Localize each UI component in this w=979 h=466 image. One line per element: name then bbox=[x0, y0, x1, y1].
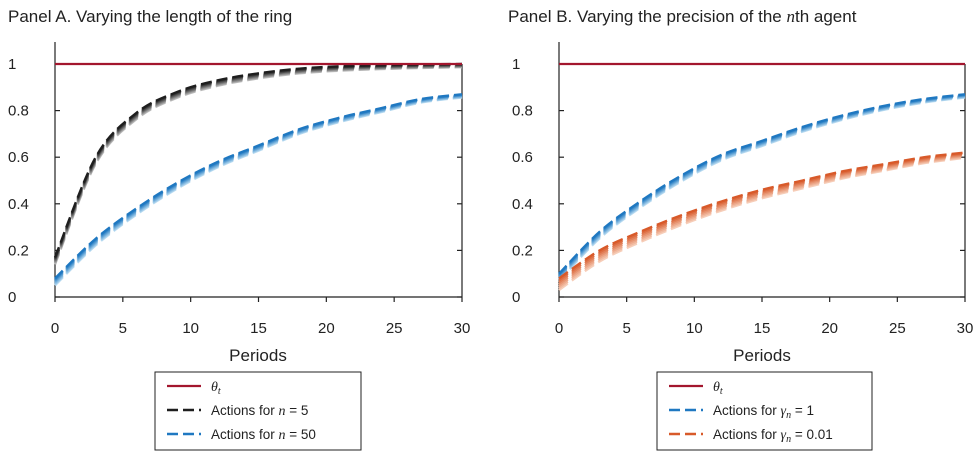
legend-math: n bbox=[279, 404, 286, 419]
y-tick-label: 0.4 bbox=[8, 196, 29, 213]
legend-label: Actions for γn = 1 bbox=[713, 403, 814, 421]
series-line bbox=[53, 62, 463, 258]
x-tick-label: 10 bbox=[182, 320, 199, 337]
x-tick-label: 15 bbox=[250, 320, 267, 337]
x-tick-label: 25 bbox=[386, 320, 403, 337]
x-tick-label: 30 bbox=[957, 320, 974, 337]
x-tick-label: 15 bbox=[754, 320, 771, 337]
x-tick-label: 30 bbox=[454, 320, 471, 337]
panel-b-x-axis-label: Periods bbox=[733, 346, 791, 365]
x-tick-label: 25 bbox=[889, 320, 906, 337]
panel-b: Panel B. Varying the precision of the nt… bbox=[508, 7, 973, 451]
x-tick-label: 20 bbox=[821, 320, 838, 337]
legend-math: n bbox=[279, 428, 286, 443]
x-tick-label: 20 bbox=[318, 320, 335, 337]
series-2 bbox=[53, 62, 463, 265]
legend-label: θt bbox=[211, 380, 221, 397]
series-line bbox=[54, 93, 463, 281]
panel-a-plot-area: 00.20.40.60.810 5 10 15 20 25 30 bbox=[8, 42, 470, 337]
series-line bbox=[53, 64, 463, 263]
y-tick-label: 0.2 bbox=[512, 242, 533, 259]
y-tick-label: 0.8 bbox=[8, 103, 29, 120]
series-line bbox=[54, 95, 463, 284]
legend-text: Actions for bbox=[713, 403, 781, 418]
legend-label: θt bbox=[713, 380, 723, 397]
y-tick-label: 0 bbox=[512, 289, 520, 306]
y-tick-label: 1 bbox=[512, 56, 520, 73]
y-tick-label: 0.6 bbox=[8, 149, 29, 166]
series-line bbox=[53, 65, 463, 265]
series-line bbox=[558, 96, 966, 282]
series-line bbox=[558, 151, 966, 280]
y-tick-label: 1 bbox=[8, 56, 16, 73]
y-tick-label: 0.4 bbox=[512, 196, 533, 213]
legend-subscript: n bbox=[786, 434, 791, 445]
y-tick-label: 0.8 bbox=[512, 103, 533, 120]
series-3 bbox=[558, 151, 966, 291]
panel-b-title: Panel B. Varying the precision of the nt… bbox=[508, 7, 857, 26]
series-line bbox=[54, 93, 463, 280]
series-3 bbox=[54, 93, 463, 287]
legend-rest: = 1 bbox=[791, 403, 814, 418]
legend-math: γ bbox=[781, 404, 787, 419]
legend-subscript: t bbox=[218, 386, 221, 397]
x-tick-label: 0 bbox=[51, 320, 59, 337]
legend-text: Actions for bbox=[211, 427, 279, 442]
series-line bbox=[54, 96, 463, 287]
legend-subscript: n bbox=[786, 410, 791, 421]
x-tick-label: 5 bbox=[119, 320, 127, 337]
legend-label: Actions for γn = 0.01 bbox=[713, 427, 833, 445]
legend-math: θ bbox=[211, 380, 218, 395]
y-tick-label: 0.6 bbox=[512, 149, 533, 166]
series-line bbox=[558, 156, 966, 291]
y-tick-label: 0 bbox=[8, 289, 16, 306]
legend-rest: = 50 bbox=[286, 427, 316, 442]
legend-rest: = 0.01 bbox=[791, 427, 833, 442]
x-tick-label: 5 bbox=[622, 320, 630, 337]
series-line bbox=[54, 95, 463, 286]
panel-b-title-after: th agent bbox=[795, 7, 857, 26]
panel-a-x-axis-label: Periods bbox=[229, 346, 287, 365]
legend-label: Actions for n = 50 bbox=[211, 427, 316, 443]
legend-math: γ bbox=[781, 428, 787, 443]
series-line bbox=[53, 64, 463, 262]
panel-a-title: Panel A. Varying the length of the ring bbox=[8, 7, 292, 26]
legend-text: Actions for bbox=[211, 403, 279, 418]
legend-math: θ bbox=[713, 380, 720, 395]
y-tick-label: 0.2 bbox=[8, 242, 29, 259]
panel-a: Panel A. Varying the length of the ring … bbox=[8, 7, 470, 451]
x-tick-label: 10 bbox=[686, 320, 703, 337]
series-line bbox=[53, 65, 463, 264]
series-line bbox=[54, 94, 463, 282]
panel-b-title-before: Panel B. Varying the precision of the bbox=[508, 7, 786, 26]
legend-rest: = 5 bbox=[286, 403, 309, 418]
series-line bbox=[54, 94, 463, 283]
panel-b-plot-area: 00.20.40.60.810 5 10 15 20 25 30 bbox=[512, 42, 973, 337]
panel-b-title-math: n bbox=[786, 7, 795, 26]
legend-subscript: t bbox=[720, 386, 723, 397]
x-tick-label: 0 bbox=[555, 320, 563, 337]
legend-text: Actions for bbox=[713, 427, 781, 442]
series-2 bbox=[558, 93, 966, 282]
legend-label: Actions for n = 5 bbox=[211, 403, 308, 419]
